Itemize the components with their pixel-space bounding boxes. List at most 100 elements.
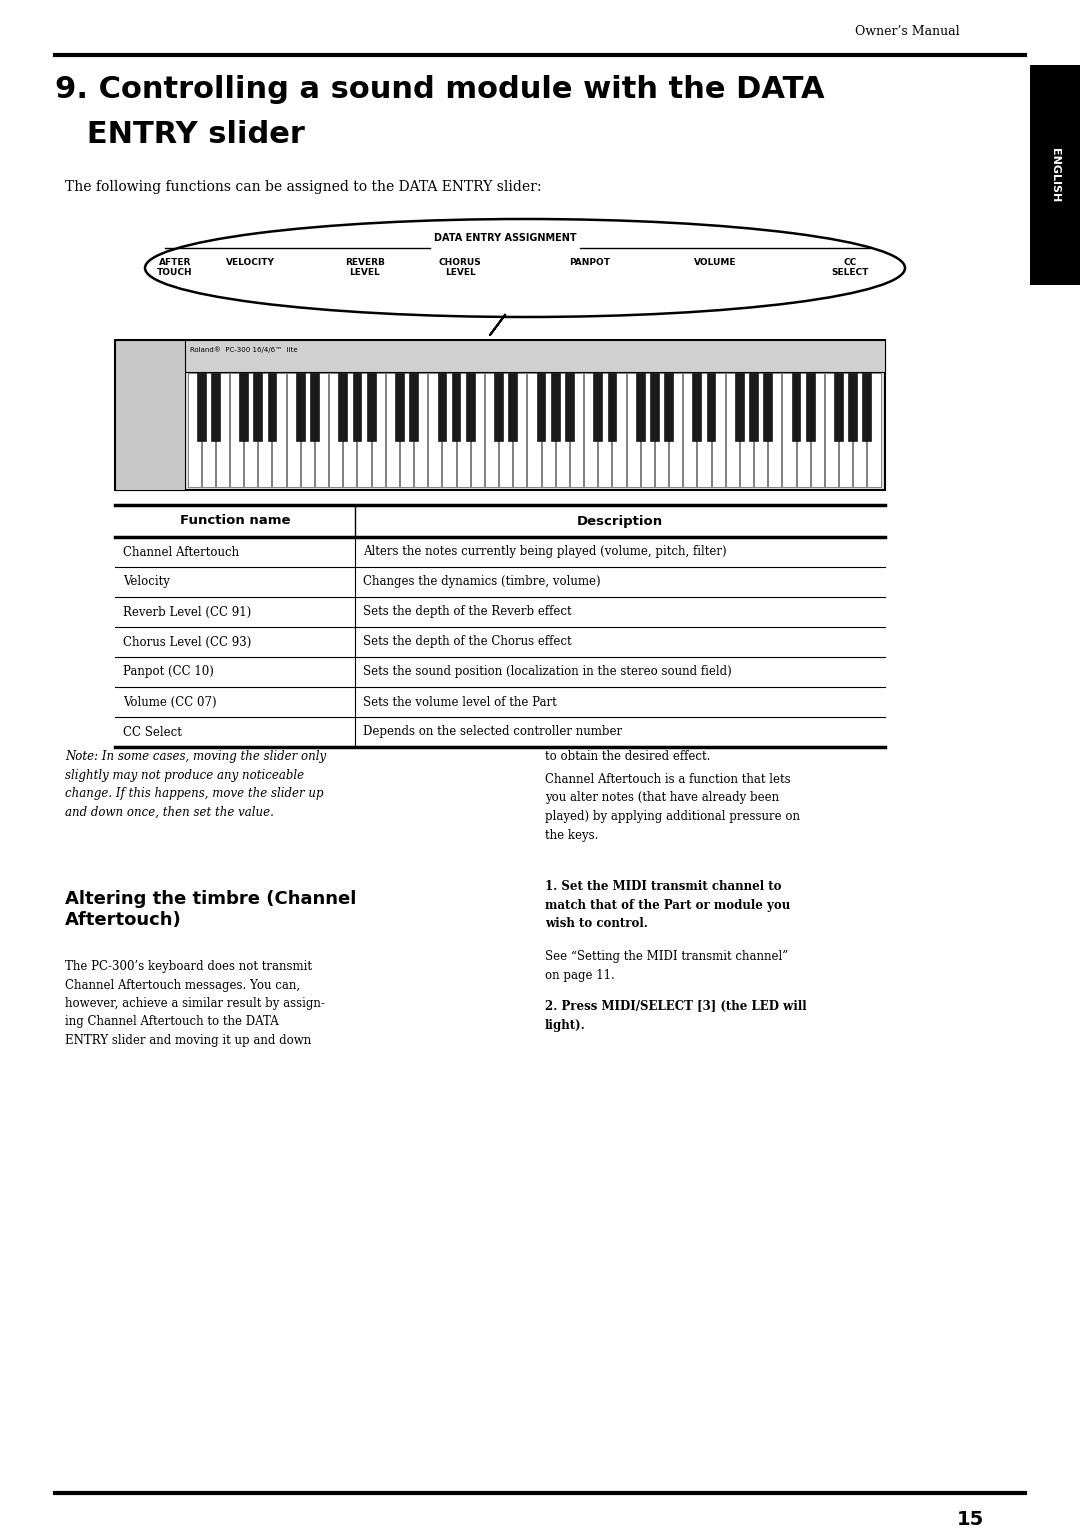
Bar: [735, 373, 744, 442]
Text: Owner’s Manual: Owner’s Manual: [855, 25, 960, 38]
Bar: [437, 373, 446, 442]
Text: PANPOT: PANPOT: [569, 258, 610, 267]
Bar: [684, 373, 697, 487]
Bar: [495, 373, 503, 442]
Bar: [764, 373, 772, 442]
Bar: [706, 373, 715, 442]
Bar: [352, 373, 362, 442]
Bar: [244, 373, 257, 487]
Bar: [197, 373, 205, 442]
Bar: [650, 373, 659, 442]
Text: Altering the timbre (Channel
Aftertouch): Altering the timbre (Channel Aftertouch): [65, 891, 356, 929]
Text: Changes the dynamics (timbre, volume): Changes the dynamics (timbre, volume): [363, 575, 600, 589]
Bar: [806, 373, 814, 442]
Bar: [608, 373, 617, 442]
Text: DATA ENTRY ASSIGNMENT: DATA ENTRY ASSIGNMENT: [434, 233, 577, 244]
Bar: [636, 373, 645, 442]
Bar: [712, 373, 725, 487]
Text: to obtain the desired effect.: to obtain the desired effect.: [545, 750, 711, 763]
Bar: [367, 373, 376, 442]
Bar: [848, 373, 858, 442]
Text: Panpot (CC 10): Panpot (CC 10): [123, 665, 214, 679]
Bar: [669, 373, 683, 487]
Text: Sets the sound position (localization in the stereo sound field): Sets the sound position (localization in…: [363, 665, 732, 679]
Bar: [230, 373, 243, 487]
Bar: [211, 373, 219, 442]
Text: AFTER
TOUCH: AFTER TOUCH: [158, 258, 193, 277]
Bar: [188, 373, 201, 487]
Bar: [782, 373, 796, 487]
Bar: [541, 373, 555, 487]
Bar: [556, 373, 569, 487]
Bar: [202, 373, 215, 487]
Text: CHORUS
LEVEL: CHORUS LEVEL: [438, 258, 482, 277]
Text: VELOCITY: VELOCITY: [226, 258, 274, 267]
Bar: [114, 340, 885, 491]
Bar: [286, 373, 300, 487]
Ellipse shape: [145, 219, 905, 317]
Bar: [754, 373, 767, 487]
Bar: [551, 373, 559, 442]
Bar: [853, 373, 866, 487]
Bar: [692, 373, 701, 442]
Text: See “Setting the MIDI transmit channel”
on page 11.: See “Setting the MIDI transmit channel” …: [545, 950, 788, 981]
Text: 15: 15: [957, 1510, 984, 1528]
Text: ENGLISH: ENGLISH: [1050, 147, 1059, 202]
Bar: [258, 373, 271, 487]
Bar: [343, 373, 356, 487]
Bar: [513, 373, 526, 487]
Text: REVERB
LEVEL: REVERB LEVEL: [346, 258, 384, 277]
Text: Note: In some cases, moving the slider only
slightly may not produce any noticea: Note: In some cases, moving the slider o…: [65, 750, 326, 819]
Bar: [338, 373, 347, 442]
Bar: [296, 373, 305, 442]
Bar: [272, 373, 285, 487]
Text: Alters the notes currently being played (volume, pitch, filter): Alters the notes currently being played …: [363, 546, 727, 558]
Bar: [315, 373, 328, 487]
Bar: [485, 373, 498, 487]
Bar: [584, 373, 597, 487]
Bar: [254, 373, 262, 442]
Text: Sets the depth of the Chorus effect: Sets the depth of the Chorus effect: [363, 636, 571, 648]
Text: ENTRY slider: ENTRY slider: [55, 120, 305, 149]
Bar: [654, 373, 669, 487]
Text: 2. Press MIDI/SELECT [3] (the LED will
light).: 2. Press MIDI/SELECT [3] (the LED will l…: [545, 1000, 807, 1032]
Bar: [626, 373, 639, 487]
Bar: [216, 373, 229, 487]
Bar: [499, 373, 512, 487]
Bar: [386, 373, 399, 487]
Text: Description: Description: [577, 515, 663, 527]
Bar: [509, 373, 517, 442]
Bar: [451, 373, 460, 442]
Bar: [1030, 64, 1080, 285]
Bar: [593, 373, 603, 442]
Text: Chorus Level (CC 93): Chorus Level (CC 93): [123, 636, 252, 648]
Bar: [409, 373, 418, 442]
Bar: [268, 373, 276, 442]
Bar: [443, 373, 456, 487]
Bar: [825, 373, 838, 487]
Text: Roland®  PC-300 16/4/6™  lite: Roland® PC-300 16/4/6™ lite: [190, 346, 298, 353]
Text: Channel Aftertouch is a function that lets
you alter notes (that have already be: Channel Aftertouch is a function that le…: [545, 773, 800, 842]
Bar: [792, 373, 800, 442]
Bar: [664, 373, 673, 442]
Text: Volume (CC 07): Volume (CC 07): [123, 696, 217, 708]
Bar: [834, 373, 842, 442]
Text: Depends on the selected controller number: Depends on the selected controller numbe…: [363, 725, 622, 739]
Text: CC
SELECT: CC SELECT: [832, 258, 868, 277]
Text: The following functions can be assigned to the DATA ENTRY slider:: The following functions can be assigned …: [65, 179, 541, 195]
Bar: [372, 373, 384, 487]
Bar: [640, 373, 653, 487]
Bar: [867, 373, 880, 487]
Text: Channel Aftertouch: Channel Aftertouch: [123, 546, 239, 558]
Text: Function name: Function name: [179, 515, 291, 527]
Bar: [240, 373, 248, 442]
Bar: [114, 340, 185, 491]
Bar: [612, 373, 625, 487]
Bar: [400, 373, 414, 487]
Text: Sets the depth of the Reverb effect: Sets the depth of the Reverb effect: [363, 606, 571, 618]
Bar: [839, 373, 852, 487]
Bar: [726, 373, 739, 487]
Bar: [465, 373, 474, 442]
Bar: [301, 373, 314, 487]
Bar: [768, 373, 781, 487]
